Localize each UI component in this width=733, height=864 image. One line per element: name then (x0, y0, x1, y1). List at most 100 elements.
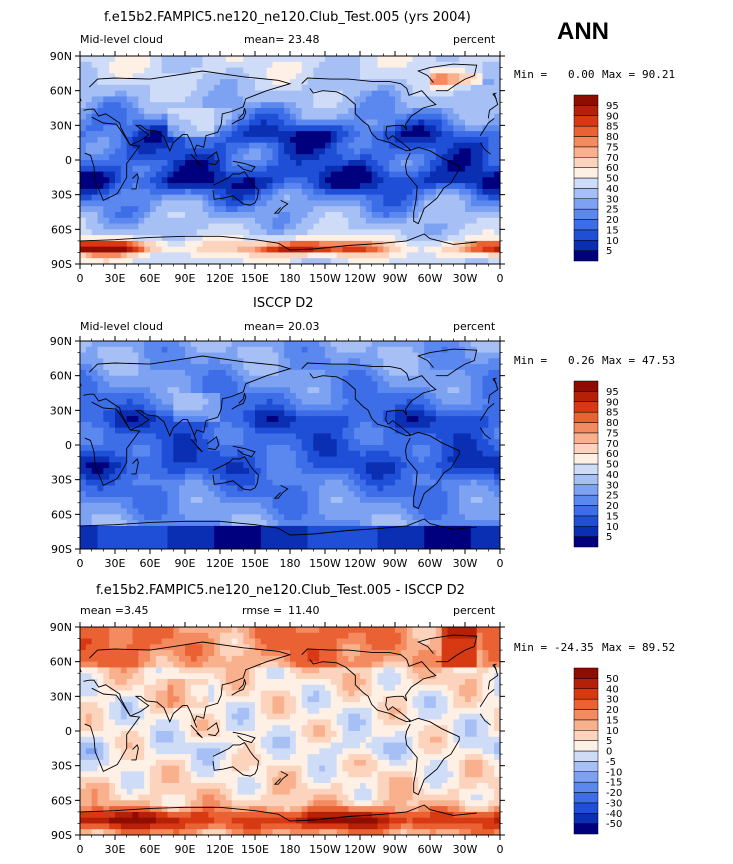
field-cell (103, 188, 110, 196)
field-cell (97, 439, 104, 446)
field-cell (109, 206, 116, 213)
field-cell (482, 369, 489, 377)
field-cell (488, 445, 495, 452)
field-cell (255, 73, 262, 80)
field-cell (342, 102, 349, 109)
field-cell (470, 96, 478, 103)
field-cell (430, 73, 437, 80)
field-cell (453, 108, 460, 115)
field-cell (260, 439, 268, 446)
field-cell (360, 229, 367, 236)
field-cell (278, 456, 285, 463)
field-cell (447, 456, 454, 463)
field-cell (161, 96, 169, 103)
field-cell (307, 450, 314, 458)
field-cell (132, 188, 139, 196)
field-cell (196, 352, 204, 359)
field-cell (144, 456, 151, 463)
field-cell (208, 341, 215, 348)
field-cell (342, 364, 349, 371)
field-cell (470, 177, 478, 184)
field-cell (161, 171, 169, 178)
field-cell (220, 341, 227, 348)
field-cell (424, 427, 431, 435)
field-cell (395, 90, 402, 98)
field-cell (395, 84, 402, 92)
field-cell (272, 188, 279, 196)
field-cell (418, 223, 425, 230)
field-cell (284, 450, 291, 458)
field-cell (360, 479, 367, 487)
field-cell (295, 358, 303, 365)
field-cell (260, 445, 268, 452)
field-cell (488, 497, 495, 504)
field-cell (313, 410, 320, 417)
field-cell (453, 358, 460, 365)
field-cell (465, 212, 472, 219)
field-cell (249, 450, 256, 458)
field-cell (179, 341, 186, 348)
field-cell (214, 206, 221, 213)
field-cell (196, 502, 204, 510)
field-cell (231, 246, 239, 254)
field-cell (488, 433, 495, 440)
field-cell (266, 358, 274, 365)
field-cell (161, 341, 169, 348)
field-cell (220, 171, 227, 178)
field-cell (150, 433, 157, 440)
field-cell (85, 240, 93, 248)
field-cell (167, 61, 174, 69)
field-cell (144, 235, 151, 242)
field-cell (447, 125, 454, 132)
field-cell (453, 485, 460, 492)
field-cell (214, 154, 221, 161)
coastline (405, 146, 460, 225)
field-cell (371, 427, 379, 435)
field-cell (307, 102, 314, 109)
field-cell (488, 165, 495, 173)
field-cell (406, 194, 414, 202)
field-cell (91, 113, 99, 121)
field-cell (91, 445, 99, 452)
field-cell (465, 119, 472, 126)
field-cell (459, 421, 466, 429)
field-cell (249, 393, 256, 400)
field-cell (109, 108, 116, 115)
field-cell (494, 67, 500, 74)
field-cell (150, 61, 157, 69)
field-cell (377, 154, 384, 161)
field-cell (342, 223, 349, 230)
field-cell (435, 485, 443, 492)
field-cell (435, 119, 443, 126)
field-cell (91, 410, 99, 417)
field-cell (389, 61, 396, 69)
field-cell (435, 456, 443, 463)
field-cell (348, 212, 355, 219)
field-cell (360, 375, 367, 383)
field-cell (307, 194, 314, 202)
field-cell (115, 462, 122, 469)
field-cell (494, 381, 500, 388)
field-cell (395, 79, 402, 86)
field-cell (476, 240, 484, 248)
field-cell (220, 217, 227, 225)
field-cell (115, 194, 122, 202)
field-cell (179, 358, 186, 365)
field-cell (126, 246, 134, 254)
field-cell (132, 462, 139, 469)
field-cell (354, 102, 361, 109)
field-cell (167, 154, 174, 161)
field-cell (225, 502, 233, 510)
field-cell (155, 508, 163, 515)
field-cell (196, 410, 204, 417)
field-cell (377, 212, 384, 219)
field-cell (179, 206, 186, 213)
field-cell (97, 502, 104, 510)
field-cell (103, 90, 110, 98)
field-cell (266, 410, 274, 417)
field-cell (255, 421, 262, 429)
field-cell (220, 200, 227, 207)
field-cell (313, 387, 320, 394)
field-cell (103, 73, 110, 80)
field-cell (348, 375, 355, 383)
